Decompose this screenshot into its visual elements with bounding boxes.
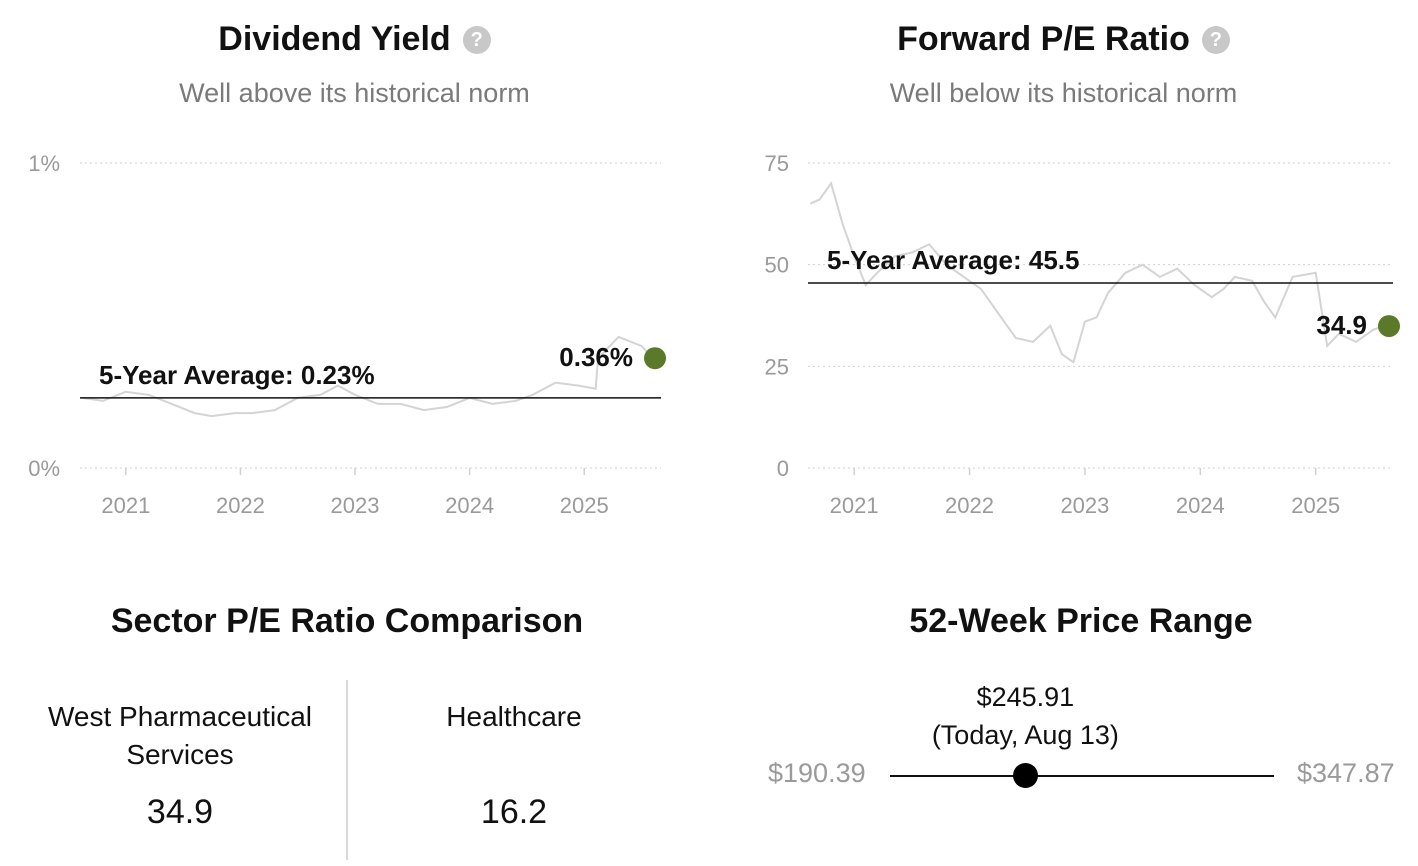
forward-pe-x-tick-label: 2022 [945,493,994,518]
dividend-yield-x-tick-label: 2021 [101,493,150,518]
dividend-yield-subtitle: Well above its historical norm [179,78,530,108]
price-range-current-box: $245.91 (Today, Aug 13) [905,678,1145,754]
forward-pe-chart: 0 25 50 75 2021 2022 2023 2024 2025 5-Year Averag… [765,151,1400,518]
dividend-yield-x-tick-label: 2025 [560,493,609,518]
forward-pe-subtitle: Well below its historical norm [889,78,1238,108]
forward-pe-title: Forward P/E Ratio [897,20,1190,58]
sector-company-line1: West Pharmaceutical [47,701,313,732]
forward-pe-current-marker [1378,315,1400,338]
forward-pe-history-line [809,181,1386,364]
forward-pe-y-tick-label: 25 [765,354,789,379]
sector-company-line2: Services [126,739,234,770]
question-circle-icon[interactable]: ? [462,26,491,54]
sector-company-value: 34.9 [146,793,214,831]
forward-pe-panel: Forward P/E Ratio? Well below its histor… [709,0,1418,560]
dividend-yield-x-tick-label: 2024 [445,493,494,518]
price-range-title: 52-Week Price Range [909,602,1253,640]
price-range-low: $190.39 [768,758,866,788]
dividend-yield-average-label: 5-Year Average: 0.23% [99,360,375,390]
forward-pe-y-tick-label: 0 [777,456,789,481]
price-range-today-label: (Today, Aug 13) [931,720,1119,750]
price-range-track [890,775,1274,777]
dividend-yield-panel: Dividend Yield? Well above its historica… [0,0,709,560]
sector-pe-title: Sector P/E Ratio Comparison [110,602,584,640]
sector-company-name: West Pharmaceutical Services [20,698,340,774]
forward-pe-x-tick-label: 2024 [1176,493,1225,518]
dividend-yield-title-row: Dividend Yield? [0,20,709,59]
sector-industry-value: 16.2 [480,793,548,831]
dividend-yield-y-tick-label: 1% [28,151,60,176]
question-circle-icon[interactable]: ? [1201,26,1230,54]
price-range-current-value: $245.91 [976,682,1075,712]
price-range-marker [1012,763,1038,788]
dividend-yield-current-label: 0.36% [559,342,633,372]
forward-pe-x-tick-label: 2021 [830,493,879,518]
sector-divider [346,680,348,860]
dividend-yield-title: Dividend Yield [218,20,451,58]
dividend-yield-x-tick-label: 2022 [216,493,265,518]
dividend-yield-history-line [82,335,654,418]
forward-pe-average-label: 5-Year Average: 45.5 [827,245,1079,275]
dividend-yield-current-marker [644,347,666,370]
dividend-yield-chart: 0% 1% 2021 2022 2023 2024 2025 5-Year Average: … [28,151,666,518]
forward-pe-x-tick-label: 2025 [1291,493,1340,518]
price-range-high: $347.87 [1297,758,1395,788]
forward-pe-current-label: 34.9 [1316,310,1367,340]
forward-pe-y-tick-label: 75 [765,151,789,176]
dividend-yield-y-tick-label: 0% [28,456,60,481]
sector-industry-name: Healthcare [446,701,582,732]
forward-pe-title-row: Forward P/E Ratio? [709,20,1418,59]
forward-pe-x-tick-label: 2023 [1060,493,1109,518]
forward-pe-y-tick-label: 50 [765,253,789,278]
dividend-yield-x-tick-label: 2023 [331,493,380,518]
